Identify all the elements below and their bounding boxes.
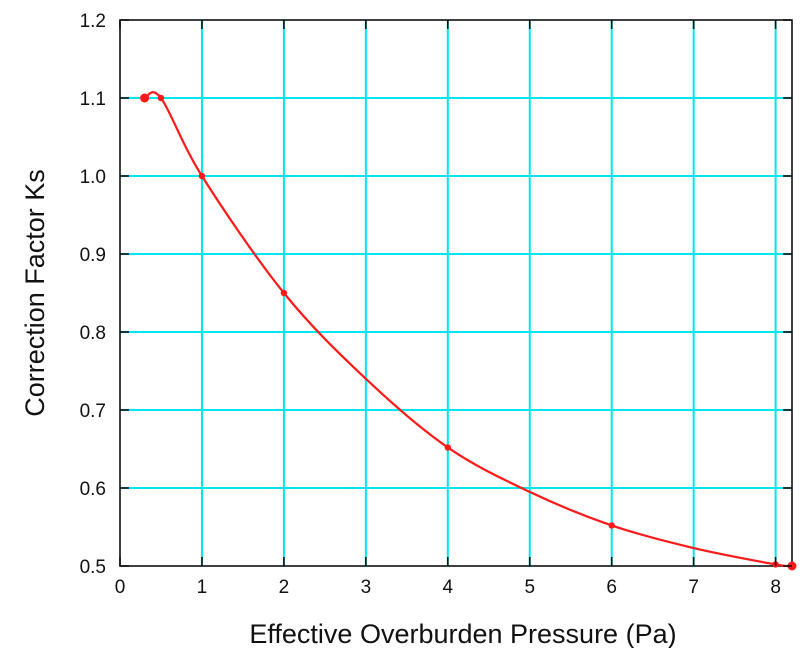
grid-lines [120, 20, 792, 566]
x-tick-label: 2 [279, 577, 290, 598]
y-tick-label: 0.7 [80, 401, 106, 422]
data-point [444, 444, 452, 451]
data-point [157, 94, 165, 102]
y-tick-label: 1.2 [80, 11, 106, 32]
data-point [198, 172, 206, 180]
x-tick-label: 3 [361, 577, 372, 598]
x-tick-label: 5 [524, 577, 535, 598]
plot-frame [119, 19, 793, 567]
x-tick-label: 0 [115, 577, 126, 598]
data-point [140, 93, 150, 103]
plot-border [119, 19, 793, 567]
y-axis-title: Correction Factor Ks [20, 169, 50, 417]
series-layer [140, 91, 797, 571]
y-tick-label: 0.6 [80, 479, 106, 500]
y-tick-label: 1.1 [80, 89, 106, 110]
data-point [608, 522, 615, 529]
y-tick-label: 0.9 [80, 245, 106, 266]
y-tick-label: 0.5 [80, 557, 106, 578]
x-tick-label: 4 [443, 577, 454, 598]
series-line [144, 91, 793, 568]
x-axis-ticks: 0 1 2 3 4 5 6 7 8 [115, 20, 781, 598]
y-axis-ticks: 0.5 0.6 0.7 0.8 0.9 1.0 1.1 1.2 [80, 11, 792, 578]
data-point [280, 289, 288, 297]
x-tick-label: 1 [197, 577, 208, 598]
x-tick-label: 7 [688, 577, 699, 598]
x-tick-label: 6 [606, 577, 617, 598]
x-tick-label: 8 [770, 577, 781, 598]
y-tick-label: 1.0 [80, 167, 106, 188]
y-tick-label: 0.8 [80, 323, 106, 344]
x-axis-title: Effective Overburden Pressure (Pa) [249, 619, 676, 648]
